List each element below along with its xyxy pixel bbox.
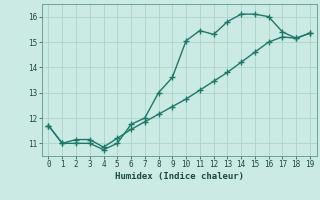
X-axis label: Humidex (Indice chaleur): Humidex (Indice chaleur) <box>115 172 244 181</box>
